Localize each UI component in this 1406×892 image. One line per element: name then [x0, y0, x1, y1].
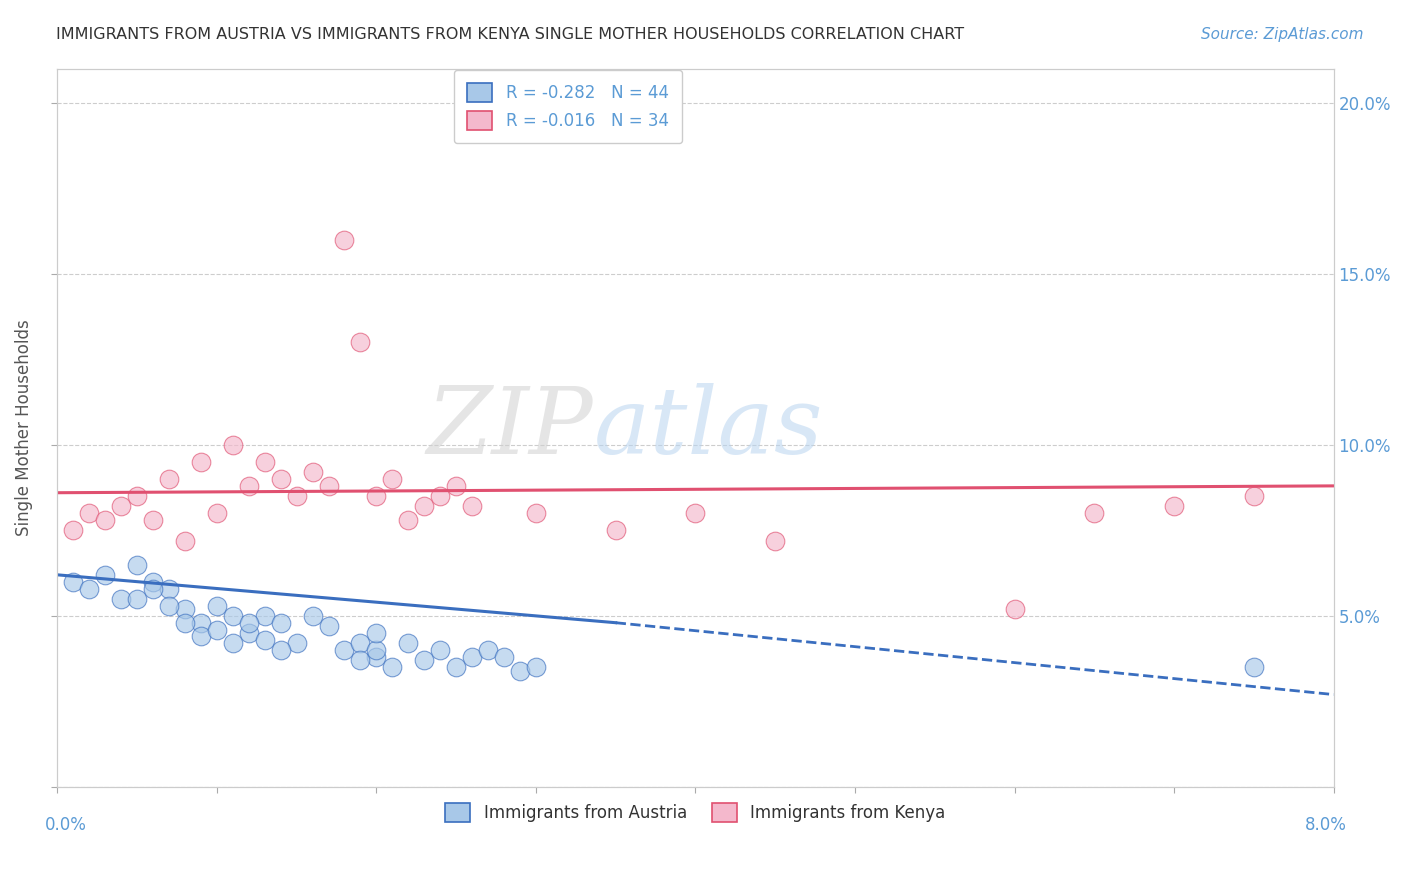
Point: [524, 660, 547, 674]
Point: [333, 233, 356, 247]
Point: [270, 643, 292, 657]
Point: [222, 438, 245, 452]
Point: [62, 524, 84, 538]
Text: Source: ZipAtlas.com: Source: ZipAtlas.com: [1201, 27, 1364, 42]
Point: [174, 533, 197, 548]
Point: [381, 660, 404, 674]
Point: [524, 506, 547, 520]
Point: [349, 335, 371, 350]
Point: [77, 506, 100, 520]
Point: [477, 643, 499, 657]
Point: [444, 660, 467, 674]
Point: [349, 636, 371, 650]
Point: [270, 472, 292, 486]
Point: [174, 615, 197, 630]
Point: [396, 513, 419, 527]
Text: IMMIGRANTS FROM AUSTRIA VS IMMIGRANTS FROM KENYA SINGLE MOTHER HOUSEHOLDS CORREL: IMMIGRANTS FROM AUSTRIA VS IMMIGRANTS FR…: [56, 27, 965, 42]
Point: [270, 615, 292, 630]
Point: [190, 629, 212, 643]
Point: [238, 626, 260, 640]
Point: [1004, 602, 1026, 616]
Point: [205, 623, 228, 637]
Point: [366, 643, 388, 657]
Point: [205, 506, 228, 520]
Point: [142, 574, 165, 589]
Point: [94, 513, 117, 527]
Legend: Immigrants from Austria, Immigrants from Kenya: Immigrants from Austria, Immigrants from…: [439, 797, 952, 829]
Point: [318, 619, 340, 633]
Point: [301, 465, 323, 479]
Point: [157, 582, 180, 596]
Point: [125, 591, 148, 606]
Point: [444, 479, 467, 493]
Point: [142, 582, 165, 596]
Point: [205, 599, 228, 613]
Point: [253, 608, 276, 623]
Point: [429, 643, 451, 657]
Point: [253, 455, 276, 469]
Point: [763, 533, 786, 548]
Point: [253, 632, 276, 647]
Point: [142, 513, 165, 527]
Point: [190, 455, 212, 469]
Point: [110, 500, 132, 514]
Point: [318, 479, 340, 493]
Point: [333, 643, 356, 657]
Point: [685, 506, 707, 520]
Point: [222, 608, 245, 623]
Point: [301, 608, 323, 623]
Point: [1243, 489, 1265, 503]
Point: [174, 602, 197, 616]
Point: [125, 489, 148, 503]
Point: [366, 649, 388, 664]
Point: [492, 649, 515, 664]
Point: [381, 472, 404, 486]
Point: [157, 599, 180, 613]
Point: [285, 636, 308, 650]
Point: [94, 567, 117, 582]
Point: [238, 615, 260, 630]
Point: [77, 582, 100, 596]
Point: [157, 472, 180, 486]
Text: 8.0%: 8.0%: [1305, 815, 1347, 834]
Point: [461, 649, 484, 664]
Point: [1163, 500, 1185, 514]
Point: [1243, 660, 1265, 674]
Text: 0.0%: 0.0%: [45, 815, 86, 834]
Point: [366, 489, 388, 503]
Point: [222, 636, 245, 650]
Point: [509, 664, 531, 678]
Point: [461, 500, 484, 514]
Y-axis label: Single Mother Households: Single Mother Households: [15, 319, 32, 536]
Text: atlas: atlas: [593, 383, 823, 473]
Point: [1083, 506, 1105, 520]
Point: [285, 489, 308, 503]
Point: [605, 524, 627, 538]
Point: [110, 591, 132, 606]
Point: [349, 653, 371, 667]
Point: [190, 615, 212, 630]
Point: [413, 653, 436, 667]
Text: ZIP: ZIP: [427, 383, 593, 473]
Point: [125, 558, 148, 572]
Point: [429, 489, 451, 503]
Point: [413, 500, 436, 514]
Point: [62, 574, 84, 589]
Point: [396, 636, 419, 650]
Point: [366, 626, 388, 640]
Point: [238, 479, 260, 493]
